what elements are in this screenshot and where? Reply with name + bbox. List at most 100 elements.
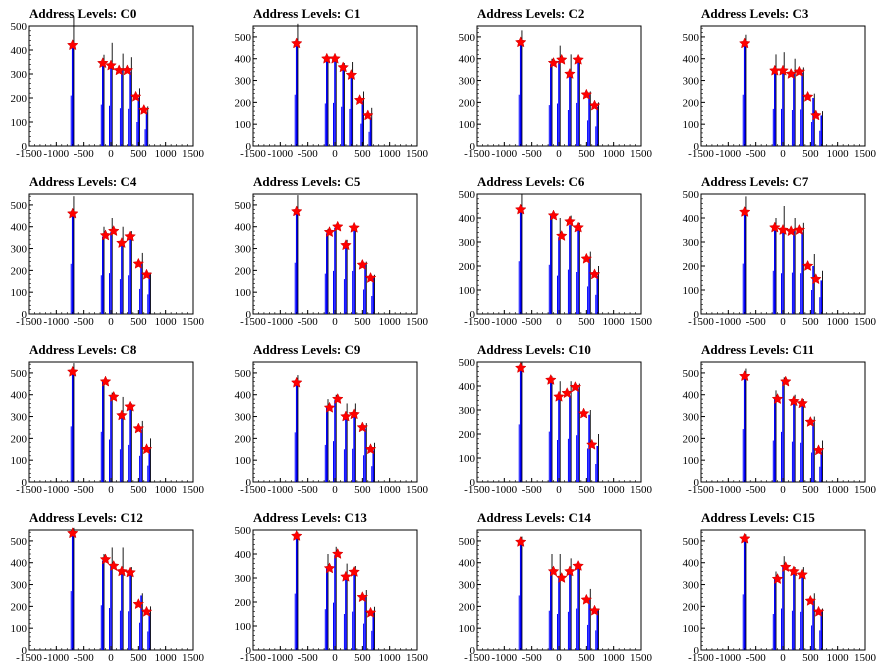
x-tick-label: -1500 xyxy=(16,316,42,328)
x-tick-label: -1500 xyxy=(240,484,266,496)
y-tick-label: 100 xyxy=(11,623,28,635)
peak-marker xyxy=(340,239,352,251)
peak-marker xyxy=(340,410,352,422)
x-tick-label: 1000 xyxy=(155,316,178,328)
x-tick-label: 1500 xyxy=(182,652,205,664)
y-tick-label: 100 xyxy=(459,119,476,131)
y-tick-label: 100 xyxy=(459,623,476,635)
y-tick-label: 0 xyxy=(22,645,28,657)
y-tick-label: 400 xyxy=(459,54,476,66)
peak-marker xyxy=(364,271,377,283)
panel-title: Address Levels: C6 xyxy=(477,174,585,189)
x-tick-label: -1500 xyxy=(464,316,490,328)
x-tick-label: -1000 xyxy=(715,652,741,664)
y-tick-label: 0 xyxy=(22,309,28,321)
x-tick-label: 1000 xyxy=(603,484,626,496)
x-tick-label: 1500 xyxy=(854,316,877,328)
x-tick-label: -500 xyxy=(298,316,319,328)
y-tick-label: 0 xyxy=(470,645,476,657)
peak-marker xyxy=(337,61,350,73)
histogram-panel: Address Levels: C3 0 100 200 300 400 500 -1500-… xyxy=(672,0,896,168)
x-tick-label: 1500 xyxy=(406,484,429,496)
y-tick-label: 200 xyxy=(235,433,252,445)
x-tick-label: -1500 xyxy=(688,652,714,664)
y-tick-label: 400 xyxy=(11,390,28,402)
x-tick-label: -500 xyxy=(522,484,543,496)
histogram-panel: Address Levels: C1 0 100 200 300 400 500 -1500-… xyxy=(224,0,448,168)
x-tick-label: 1000 xyxy=(827,148,850,160)
x-tick-label: 500 xyxy=(130,148,147,160)
y-tick-label: 0 xyxy=(470,309,476,321)
x-tick-label: -1500 xyxy=(464,652,490,664)
x-tick-label: 500 xyxy=(130,652,147,664)
x-tick-label: -500 xyxy=(746,148,767,160)
y-tick-label: 100 xyxy=(683,285,700,297)
x-tick-label: 1500 xyxy=(630,484,653,496)
peak-marker xyxy=(66,207,79,219)
histogram-panel: Address Levels: C11 0 100 200 300 400 500 -1500… xyxy=(672,336,896,504)
y-tick-label: 200 xyxy=(683,433,700,445)
peak-marker xyxy=(345,68,358,81)
y-tick-label: 400 xyxy=(11,558,28,570)
peak-marker xyxy=(788,565,800,577)
x-tick-label: 1000 xyxy=(379,148,402,160)
x-tick-label: 1000 xyxy=(827,316,850,328)
x-tick-label: -1500 xyxy=(688,484,714,496)
y-tick-label: 300 xyxy=(683,412,700,424)
x-tick-label: 500 xyxy=(130,484,147,496)
peak-marker xyxy=(105,59,117,71)
panel-title: Address Levels: C0 xyxy=(29,6,137,21)
y-tick-label: 0 xyxy=(246,477,252,489)
y-tick-label: 0 xyxy=(694,477,700,489)
peak-marker xyxy=(771,572,784,585)
x-tick-label: 0 xyxy=(780,148,786,160)
peak-marker xyxy=(555,53,568,65)
peak-marker xyxy=(801,259,814,271)
peak-marker xyxy=(137,103,150,115)
y-tick-label: 100 xyxy=(235,287,252,299)
x-tick-label: 500 xyxy=(354,652,371,664)
histogram-plot: 0 100 200 300 400 500 -1500 -1000 -500 0 500 1000 15… xyxy=(683,361,877,496)
x-tick-label: 500 xyxy=(354,484,371,496)
y-tick-label: 100 xyxy=(683,455,700,467)
histogram-plot: 0 100 200 300 400 500 -1500 -1000 -500 0 500 1000 15… xyxy=(11,16,205,160)
x-tick-label: 1500 xyxy=(630,316,653,328)
peak-marker xyxy=(553,390,565,402)
peak-marker xyxy=(99,375,112,387)
y-tick-label: 500 xyxy=(11,200,28,212)
peak-marker xyxy=(588,99,601,111)
y-tick-label: 400 xyxy=(683,213,700,225)
y-tick-label: 300 xyxy=(683,237,700,249)
histogram-plot: 0 100 200 300 400 500 -1500 -1000 -500 0 500 1000 15… xyxy=(459,25,653,160)
y-tick-label: 400 xyxy=(683,558,700,570)
x-tick-label: -500 xyxy=(74,484,95,496)
y-tick-label: 500 xyxy=(459,32,476,44)
y-tick-label: 500 xyxy=(11,536,28,548)
x-tick-label: -1500 xyxy=(16,148,42,160)
y-tick-label: 400 xyxy=(235,390,252,402)
y-tick-label: 400 xyxy=(235,549,252,561)
peak-marker xyxy=(361,109,374,121)
peak-marker xyxy=(547,565,560,577)
x-tick-label: -1500 xyxy=(688,316,714,328)
y-tick-label: 0 xyxy=(246,309,252,321)
peak-marker xyxy=(564,565,576,577)
y-tick-label: 100 xyxy=(459,453,476,465)
histogram-plot: 0 100 200 300 400 500 -1500 -1000 -500 0 500 1000 15… xyxy=(235,525,429,664)
peak-marker xyxy=(107,390,120,402)
peak-marker xyxy=(779,560,792,573)
histogram-plot: 0 100 200 300 400 500 -1500 -1000 -500 0 500 1000 15… xyxy=(235,23,429,160)
peak-marker xyxy=(514,535,527,547)
y-tick-label: 100 xyxy=(235,119,252,131)
histogram-plot: 0 100 200 300 400 500 -1500 -1000 -500 0 500 1000 15… xyxy=(683,529,877,664)
y-tick-label: 500 xyxy=(11,368,28,380)
peak-marker xyxy=(116,565,128,577)
peak-marker xyxy=(290,376,303,388)
x-tick-label: 0 xyxy=(108,652,114,664)
x-tick-label: -1000 xyxy=(267,316,293,328)
peak-marker xyxy=(290,529,303,541)
y-tick-label: 300 xyxy=(235,412,252,424)
x-tick-label: 500 xyxy=(354,316,371,328)
peak-marker xyxy=(514,36,527,48)
